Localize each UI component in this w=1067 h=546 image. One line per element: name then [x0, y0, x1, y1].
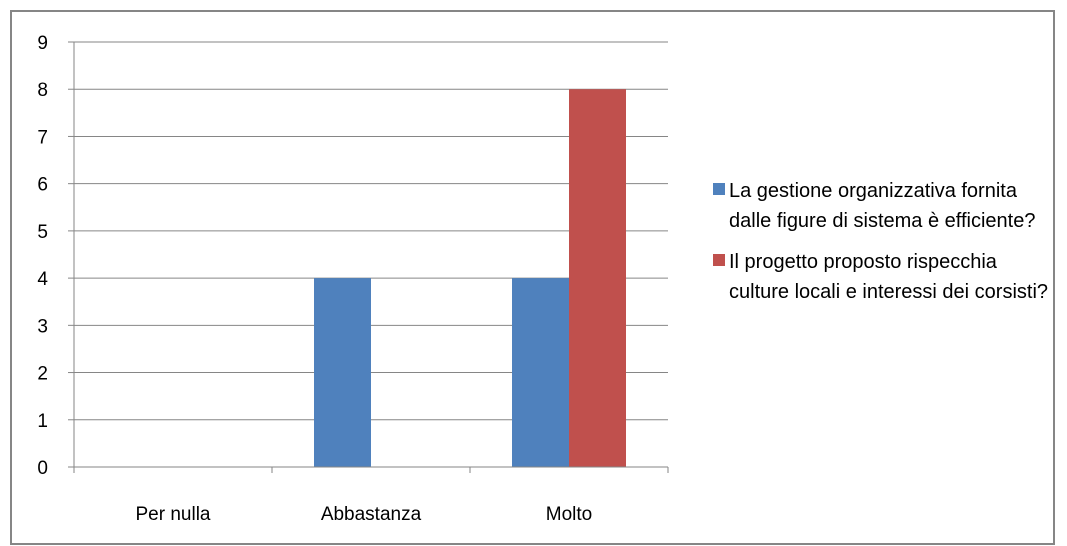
- y-tick-label-2: 2: [37, 364, 48, 385]
- y-tick-label-5: 5: [37, 222, 48, 243]
- x-tick-label-per-nulla: Per nulla: [136, 504, 211, 525]
- legend-swatch-series-2: [713, 254, 725, 266]
- legend-label-series-1: La gestione organizzativa fornita dalle …: [729, 180, 1036, 232]
- legend-item-series-2: Il progetto proposto rispecchia culture …: [713, 247, 1053, 307]
- y-tick-label-9: 9: [37, 33, 48, 54]
- axis-labels: 0 1 2 3 4 5 6 7 8 9 Per nulla Abbastanza Molto: [37, 33, 592, 525]
- legend-item-series-1: La gestione organizzativa fornita dalle …: [713, 176, 1053, 236]
- y-tick-label-1: 1: [37, 411, 48, 432]
- y-tick-label-4: 4: [37, 269, 48, 290]
- bar-series-1-abbastanza: [314, 278, 371, 467]
- y-tick-label-7: 7: [37, 127, 48, 148]
- y-tick-label-6: 6: [37, 175, 48, 196]
- legend-swatch-series-1: [713, 183, 725, 195]
- x-tick-label-abbastanza: Abbastanza: [321, 504, 422, 525]
- y-tick-label-0: 0: [37, 458, 48, 479]
- bar-series-1-molto: [512, 278, 569, 467]
- legend: La gestione organizzativa fornita dalle …: [713, 176, 1053, 318]
- y-tick-label-8: 8: [37, 80, 48, 101]
- legend-label-series-2: Il progetto proposto rispecchia culture …: [729, 251, 1049, 303]
- bar-series-2-molto: [569, 89, 626, 467]
- axes: [68, 41, 669, 473]
- y-tick-label-3: 3: [37, 316, 48, 337]
- bars: [314, 89, 626, 467]
- x-tick-label-molto: Molto: [546, 504, 592, 525]
